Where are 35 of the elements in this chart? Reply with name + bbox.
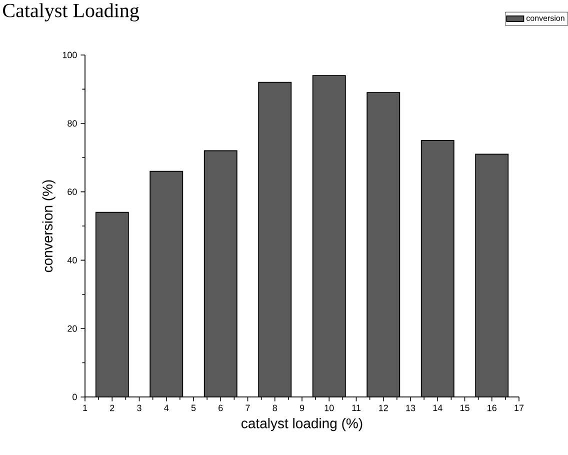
bar — [150, 171, 183, 397]
x-tick-label: 6 — [218, 404, 223, 412]
x-tick-label: 13 — [406, 404, 416, 412]
x-tick-label: 12 — [379, 404, 388, 412]
x-tick-label: 9 — [300, 404, 304, 412]
bar — [312, 76, 346, 397]
x-tick-label: 14 — [433, 404, 442, 411]
bar — [475, 154, 509, 397]
x-tick-label: 4 — [164, 404, 169, 411]
y-tick-label: 100 — [62, 52, 77, 58]
y-tick-label: 0 — [72, 394, 77, 400]
x-tick-label: 15 — [460, 404, 470, 412]
y-tick-label: 20 — [68, 325, 77, 332]
x-tick-label: 10 — [324, 404, 334, 412]
legend-label: conversion — [526, 15, 564, 21]
chart-title: Catalyst Loading — [3, 3, 140, 22]
bar — [204, 150, 237, 397]
x-tick-label: 11 — [352, 404, 360, 411]
x-axis-title: catalyst loading (%) — [242, 418, 362, 432]
y-axis-title: conversion (%) — [42, 180, 56, 272]
x-tick-label: 7 — [246, 404, 250, 411]
y-tick-label: 60 — [68, 188, 77, 195]
y-tick-label: 80 — [68, 120, 77, 127]
x-tick-label: 8 — [272, 404, 277, 412]
bar — [96, 212, 128, 397]
x-tick-label: 5 — [191, 404, 196, 412]
x-tick-label: 3 — [137, 404, 142, 412]
bar — [258, 82, 292, 397]
x-tick-label: 17 — [514, 404, 524, 411]
x-tick-label: 16 — [488, 404, 496, 412]
x-tick-label: 2 — [110, 404, 114, 412]
y-tick-label: 40 — [67, 257, 77, 264]
bar — [367, 92, 400, 397]
bar — [421, 140, 454, 397]
x-tick-label: 1 — [83, 404, 88, 411]
